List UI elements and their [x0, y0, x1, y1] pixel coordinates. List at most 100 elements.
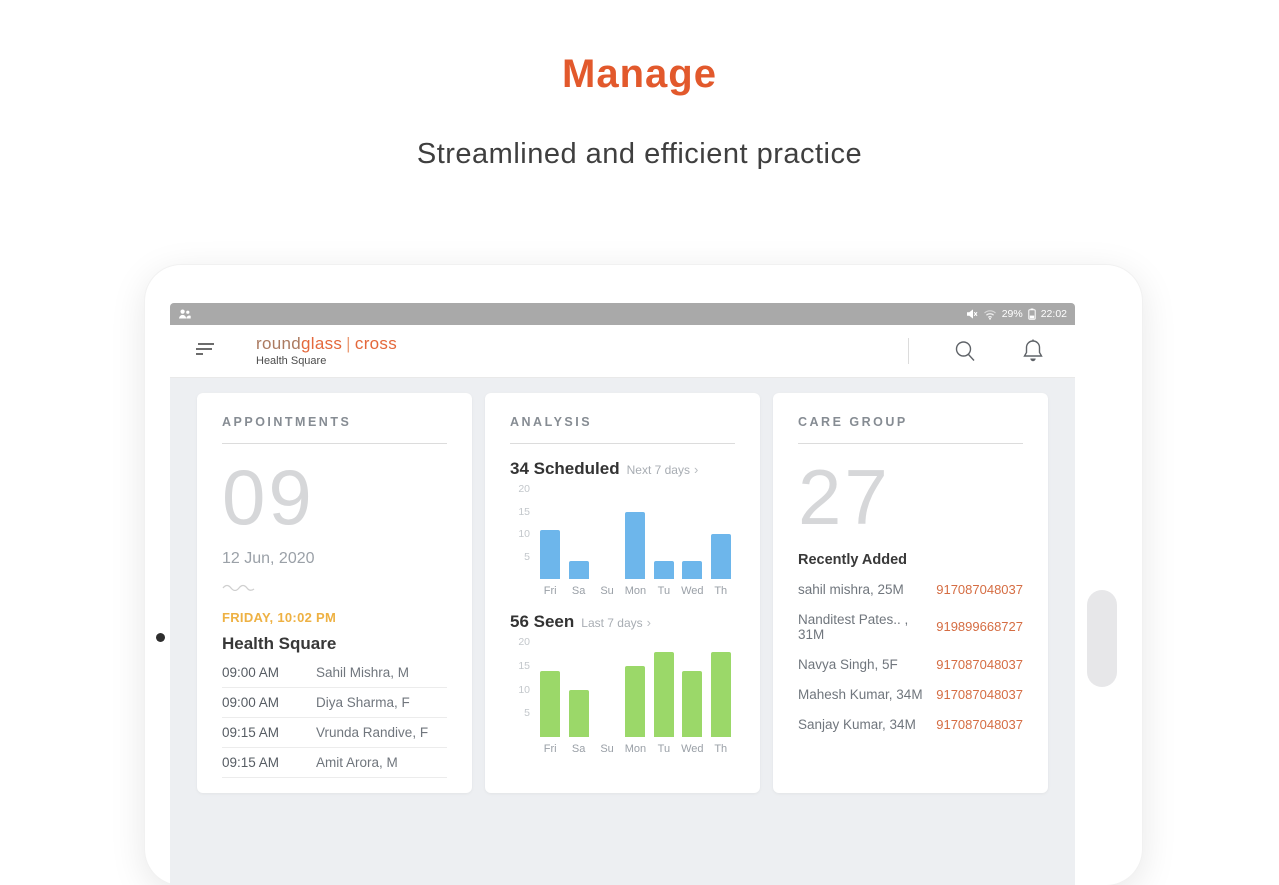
wifi-icon [983, 309, 997, 320]
chart-title: 56 Seen [510, 612, 575, 631]
x-axis-label: Mon [624, 585, 647, 597]
appointments-date: 12 Jun, 2020 [222, 550, 315, 567]
notifications-bell-icon[interactable] [1021, 338, 1045, 364]
search-icon[interactable] [953, 339, 977, 363]
analysis-card-title: ANALYSIS [510, 415, 593, 429]
menu-icon[interactable] [194, 338, 218, 365]
y-axis-tick: 15 [518, 505, 530, 518]
appointment-patient: Diya Sharma, F [316, 695, 410, 710]
page-subtitle: Streamlined and efficient practice [416, 138, 863, 170]
chart-period-selector[interactable]: Last 7 days › [581, 615, 651, 630]
member-name: Sanjay Kumar, 34M [798, 716, 916, 732]
bar-sa [568, 689, 589, 737]
logo-separator: | [346, 333, 351, 353]
appointments-list: 09:00 AM Sahil Mishra, M 09:00 AM Diya Shar… [222, 658, 447, 778]
member-phone[interactable]: 917087048037 [936, 716, 1023, 732]
x-axis-label: Sa [571, 585, 586, 597]
app-bar: roundglass | cross Health Square [170, 325, 1075, 378]
analysis-charts: 34 Scheduled Next 7 days › 5 10 15 20 Fri Sa Su Mo… [510, 459, 735, 755]
page-title: Manage [562, 52, 717, 96]
appointment-patient: Sahil Mishra, M [316, 665, 410, 680]
mute-icon [966, 308, 978, 320]
care-group-member-row[interactable]: Nanditest Pates.. , 31M 919899668727 [798, 604, 1023, 649]
member-name: Mahesh Kumar, 34M [798, 686, 923, 702]
member-phone[interactable]: 917087048037 [936, 656, 1023, 672]
x-axis-label: Wed [681, 585, 704, 597]
battery-percent: 29% [1001, 308, 1023, 320]
x-axis-label: Fri [543, 743, 557, 755]
member-name: Navya Singh, 5F [798, 656, 898, 672]
appointments-card: APPOINTMENTS 09 12 Jun, 2020 FRIDAY, 10:… [197, 393, 472, 793]
chart-block: 34 Scheduled Next 7 days › 5 10 15 20 Fri Sa Su Mo… [510, 459, 735, 597]
bar-th [710, 534, 731, 579]
bar-tu [653, 651, 674, 737]
chart-period-selector[interactable]: Next 7 days › [627, 462, 699, 477]
member-name: sahil mishra, 25M [798, 581, 904, 597]
y-axis-tick: 5 [524, 707, 530, 720]
recently-added-label: Recently Added [798, 552, 908, 568]
appointment-row[interactable]: 09:15 AM Amit Arora, M [222, 748, 447, 778]
tablet-side-button[interactable] [1087, 590, 1117, 687]
teams-icon [178, 308, 191, 321]
clinic-name-header: Health Square [256, 355, 327, 368]
x-axis-label: Mon [624, 743, 647, 755]
current-day-time: FRIDAY, 10:02 PM [222, 610, 337, 625]
member-phone[interactable]: 919899668727 [936, 619, 1023, 634]
y-axis-tick: 10 [518, 528, 530, 540]
bar-sa [568, 561, 589, 579]
bar-mon [625, 511, 646, 579]
appointments-clinic: Health Square [222, 634, 337, 653]
appbar-divider [908, 338, 909, 364]
bar-tu [653, 561, 674, 579]
care-group-card: CARE GROUP 27 Recently Added sahil mishr… [773, 393, 1048, 793]
y-axis-tick: 20 [518, 483, 530, 495]
x-axis-label: Sa [571, 743, 586, 755]
appointment-time: 09:00 AM [222, 695, 280, 710]
bar-fri [540, 670, 561, 737]
dashboard: APPOINTMENTS 09 12 Jun, 2020 FRIDAY, 10:… [170, 378, 1075, 793]
logo-round: round [256, 333, 301, 353]
appointment-time: 09:15 AM [222, 725, 280, 740]
y-axis-tick: 15 [518, 659, 530, 672]
x-axis-label: Fri [543, 585, 557, 597]
appointment-time: 09:00 AM [222, 665, 280, 680]
x-axis-label: Th [714, 743, 728, 755]
care-group-count: 27 [798, 453, 891, 541]
care-group-member-row[interactable]: Mahesh Kumar, 34M 917087048037 [798, 679, 1023, 709]
member-name: Nanditest Pates.. , 31M [798, 611, 909, 642]
clock-text: 22:02 [1040, 308, 1067, 320]
care-group-member-list: sahil mishra, 25M 917087048037 Nanditest P… [798, 574, 1023, 739]
care-group-card-title: CARE GROUP [798, 415, 908, 429]
appointment-row[interactable]: 09:00 AM Sahil Mishra, M [222, 658, 447, 688]
y-axis-tick: 20 [518, 636, 530, 648]
care-group-member-row[interactable]: sahil mishra, 25M 917087048037 [798, 574, 1023, 604]
status-bar: 29% 22:02 [170, 303, 1075, 325]
chart-period-label: Last 7 days [581, 616, 643, 630]
chart-block: 56 Seen Last 7 days › 5 10 15 20 Fri Sa Su Mon Tu We… [510, 612, 735, 755]
care-group-member-row[interactable]: Navya Singh, 5F 917087048037 [798, 649, 1023, 679]
x-axis-label: Su [600, 743, 614, 755]
appointment-row[interactable]: 09:00 AM Diya Sharma, F [222, 688, 447, 718]
appointment-row[interactable]: 09:15 AM Vrunda Randive, F [222, 718, 447, 748]
squiggle-divider [222, 578, 447, 596]
x-axis-label: Th [714, 585, 728, 597]
chevron-right-icon: › [646, 615, 651, 630]
analysis-card: ANALYSIS 34 Scheduled Next 7 days › 5 10 15 20… [485, 393, 760, 793]
x-axis-label: Su [600, 585, 614, 597]
bar-chart: 5 10 15 20 Fri Sa Su Mon Tu Wed Th [510, 483, 735, 597]
appointments-card-title: APPOINTMENTS [222, 415, 352, 429]
appointments-count: 09 [222, 453, 315, 541]
appointment-patient: Amit Arora, M [316, 755, 398, 770]
x-axis-label: Tu [657, 585, 671, 597]
chart-period-label: Next 7 days [626, 463, 690, 477]
bar-chart: 5 10 15 20 Fri Sa Su Mon Tu Wed Th [510, 636, 735, 755]
care-group-member-row[interactable]: Sanjay Kumar, 34M 917087048037 [798, 709, 1023, 739]
battery-icon [1028, 308, 1036, 320]
logo-cross: cross [354, 333, 398, 353]
bar-fri [540, 529, 561, 579]
member-phone[interactable]: 917087048037 [936, 581, 1023, 597]
tablet-mockup: 29% 22:02 [145, 265, 1142, 885]
bar-wed [682, 561, 703, 579]
x-axis-label: Wed [681, 743, 704, 755]
member-phone[interactable]: 917087048037 [936, 686, 1023, 702]
